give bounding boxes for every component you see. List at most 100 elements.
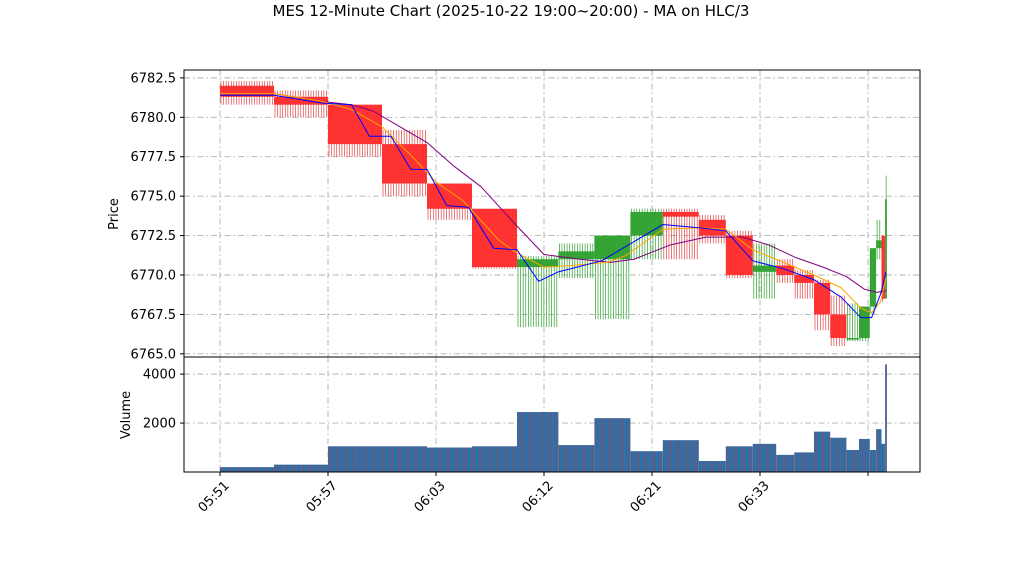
volume-bar-fill xyxy=(881,443,886,472)
ma-line-orange xyxy=(220,93,887,314)
candle-body xyxy=(517,259,559,268)
volume-tick-label: 4000 xyxy=(143,368,176,383)
candle xyxy=(776,259,795,283)
candle-body xyxy=(274,96,328,105)
price-tick-label: 6765.0 xyxy=(131,347,177,362)
volume-bar-fill xyxy=(830,437,847,472)
price-frame xyxy=(183,69,921,358)
volume-bar xyxy=(776,454,795,472)
price-tick-label: 6775.0 xyxy=(131,190,177,205)
candle-body xyxy=(876,240,882,249)
x-tick-label: 06:21 xyxy=(628,478,665,515)
volume-bar-fill xyxy=(472,446,517,472)
price-panel: 6765.0 6767.5 6770.0 6772.5 6775.0 6777.5 6780… xyxy=(107,69,921,362)
candle-body xyxy=(725,235,753,275)
volume-bar xyxy=(859,438,870,472)
price-tick-label: 6780.0 xyxy=(131,111,177,126)
candle-body xyxy=(752,265,777,272)
candle xyxy=(274,90,328,118)
candle xyxy=(794,270,814,299)
volume-bar xyxy=(382,446,427,472)
volume-bar xyxy=(558,445,595,472)
x-tick-label: 05:57 xyxy=(304,478,341,515)
candle-body xyxy=(814,282,831,315)
candle xyxy=(328,104,382,157)
candle-body xyxy=(859,306,870,339)
volume-bar xyxy=(830,437,847,472)
chart-title: MES 12-Minute Chart (2025-10-22 19:00~20… xyxy=(273,2,750,20)
candle-body xyxy=(885,199,887,299)
volume-bar xyxy=(725,446,753,472)
volume-bar-fill xyxy=(594,418,631,472)
volume-bar xyxy=(472,446,517,472)
candle xyxy=(885,175,887,299)
candle-body xyxy=(776,265,795,275)
volume-bar xyxy=(814,431,831,472)
volume-frame xyxy=(183,356,921,473)
ma-line-purple xyxy=(220,93,887,293)
candle-body xyxy=(382,144,427,184)
price-tick-label: 6770.0 xyxy=(131,269,177,284)
volume-axis-label: Volume xyxy=(119,391,134,439)
volume-bar-fill xyxy=(662,440,699,472)
price-tick-label: 6772.5 xyxy=(131,229,177,244)
x-axis-ticks: 05:51 05:57 06:03 06:12 06:21 06:33 xyxy=(196,472,869,516)
volume-yticks: 2000 4000 xyxy=(143,368,184,432)
candle xyxy=(876,219,882,260)
price-marks xyxy=(220,81,887,346)
price-yticks: 6765.0 6767.5 6770.0 6772.5 6775.0 6777.5 6780… xyxy=(131,71,184,362)
price-tick-label: 6782.5 xyxy=(131,71,177,86)
volume-bar xyxy=(698,460,726,472)
volume-bar xyxy=(885,364,887,472)
candle xyxy=(830,295,847,346)
volume-bar xyxy=(846,449,859,472)
candle-body xyxy=(594,235,631,260)
candle-body xyxy=(869,248,877,307)
volume-bar-fill xyxy=(630,451,663,472)
x-tick-label: 06:03 xyxy=(412,478,449,515)
price-axis-label: Price xyxy=(107,198,122,230)
candle-body xyxy=(220,85,274,97)
candle-body xyxy=(846,338,859,340)
x-tick-label: 05:51 xyxy=(196,478,233,515)
volume-bar-fill xyxy=(427,447,472,472)
candle xyxy=(594,235,631,320)
candle xyxy=(869,248,877,315)
candle xyxy=(517,256,559,328)
candle-body xyxy=(630,211,663,236)
volume-bar-fill xyxy=(859,438,870,472)
price-tick-label: 6767.5 xyxy=(131,308,177,323)
volume-bar xyxy=(427,447,472,472)
price-grid xyxy=(184,70,920,357)
volume-panel: 2000 4000 Volume xyxy=(119,356,921,473)
volume-bar xyxy=(594,418,631,472)
candle xyxy=(427,183,472,220)
volume-bar-fill xyxy=(725,446,753,472)
volume-bar-fill xyxy=(876,429,882,472)
candle xyxy=(881,235,886,302)
volume-bar xyxy=(794,452,814,472)
candle xyxy=(662,208,699,260)
candle-body xyxy=(698,219,726,236)
volume-marks xyxy=(220,364,887,472)
candle-body xyxy=(662,211,699,217)
candle xyxy=(382,129,427,197)
volume-bar-fill xyxy=(558,445,595,472)
volume-bar-fill xyxy=(869,449,877,472)
candle xyxy=(558,243,595,279)
volume-bar xyxy=(630,451,663,472)
volume-bar-fill xyxy=(814,431,831,472)
volume-bar xyxy=(517,412,559,472)
price-tick-label: 6777.5 xyxy=(131,150,177,165)
candle xyxy=(814,279,831,331)
x-tick-label: 06:12 xyxy=(520,478,557,515)
candle xyxy=(220,81,274,105)
candle xyxy=(846,303,859,342)
candle-body xyxy=(794,275,814,283)
candle xyxy=(725,230,753,279)
volume-bar-fill xyxy=(794,452,814,472)
volume-tick-label: 2000 xyxy=(143,417,176,432)
volume-bar xyxy=(869,449,877,472)
